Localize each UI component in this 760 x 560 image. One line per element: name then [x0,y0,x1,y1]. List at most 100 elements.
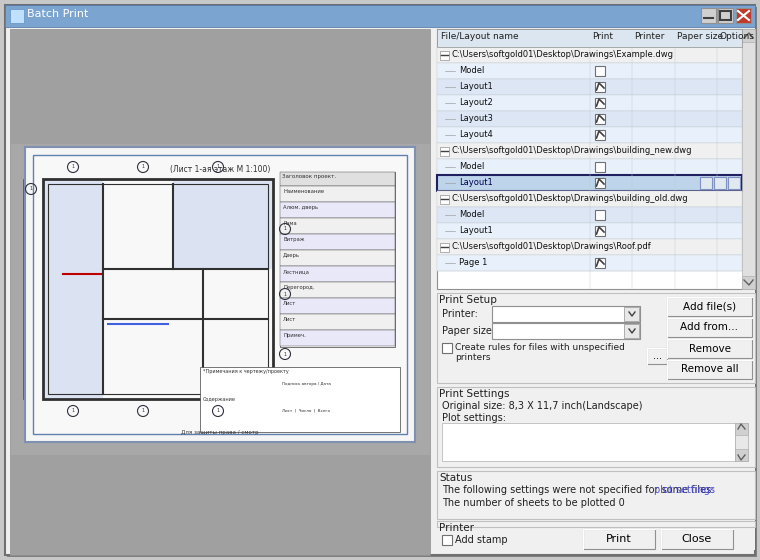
Bar [5,11,755,12]
Bar [440,51,449,60]
Bar [437,223,742,239]
Bar [742,276,755,289]
Bar [700,177,712,189]
Text: Layout1: Layout1 [459,178,492,187]
Bar [667,297,752,316]
Text: File/Layout name: File/Layout name [441,32,518,41]
Bar [442,343,452,353]
Bar [5,15,755,16]
Bar [437,143,742,159]
Text: Create rules for files with unspecified
printers: Create rules for files with unspecified … [455,343,625,362]
Bar [5,12,755,13]
Bar [735,423,748,461]
Bar [43,179,103,399]
Text: Print Settings: Print Settings [439,389,509,399]
Bar [595,178,605,188]
Bar [437,127,742,143]
Text: Model: Model [459,162,484,171]
Bar [280,266,395,282]
Bar [280,202,395,218]
Bar [595,66,605,76]
Bar [492,306,640,322]
Bar [437,79,742,95]
Bar [48,184,268,394]
Bar [10,9,24,23]
Bar [583,529,655,549]
Bar [595,210,605,220]
Bar [595,226,605,236]
Bar [595,162,605,172]
Bar [720,11,731,20]
Text: Status: Status [439,473,473,483]
Text: 1: 1 [283,352,287,357]
Text: 1: 1 [283,226,287,231]
Text: Лист: Лист [283,301,296,306]
Text: 1: 1 [217,408,220,413]
Text: Add from...: Add from... [680,323,739,333]
Bar [492,323,640,339]
Text: Перегород.: Перегород. [283,285,315,290]
Bar [440,195,449,204]
Text: Layout1: Layout1 [459,226,492,235]
Text: Дверь: Дверь [283,253,300,258]
Bar [701,8,716,23]
Text: Plot settings:: Plot settings: [442,413,506,423]
Bar [437,471,755,519]
Text: Printer:: Printer: [442,309,478,319]
Bar [280,282,395,298]
Bar [280,250,395,266]
Text: Layout3: Layout3 [459,114,493,123]
Text: Лист: Лист [283,317,296,322]
Text: Remove: Remove [689,343,730,353]
Bar [200,367,400,432]
Bar [280,330,395,346]
Text: Options: Options [719,32,754,41]
Bar [280,314,395,330]
Text: 1: 1 [141,165,144,170]
Bar [33,155,407,434]
Bar [667,318,752,337]
Bar [595,258,605,268]
Text: 1: 1 [71,408,74,413]
Bar [437,293,755,383]
Bar [437,207,742,223]
Text: Model: Model [459,210,484,219]
Bar [5,23,755,24]
Bar [437,175,742,191]
Bar [437,159,742,175]
Bar [5,5,755,6]
Text: Print Setup: Print Setup [439,295,497,305]
Bar [280,172,395,186]
Bar [595,98,605,108]
Text: Close: Close [682,534,712,544]
Text: 1: 1 [71,165,74,170]
Bar [280,186,395,202]
Bar [5,25,755,26]
Bar [5,26,755,27]
Text: Layout2: Layout2 [459,98,492,107]
Text: Примеч.: Примеч. [283,333,306,338]
Bar [595,114,605,124]
Text: ...: ... [653,351,661,361]
Text: Для защиты права / смотр: Для защиты права / смотр [181,430,259,435]
Bar [5,13,755,14]
Bar [647,348,667,364]
Bar [5,5,755,27]
Text: Original size: 8,3 X 11,7 inch(Landscape): Original size: 8,3 X 11,7 inch(Landscape… [442,401,642,411]
Text: Page 1: Page 1 [459,258,487,267]
Bar [5,17,755,18]
Text: Print: Print [606,534,632,544]
Bar [5,22,755,23]
Bar [735,423,748,435]
Text: 1: 1 [283,292,287,296]
Bar [437,47,742,63]
Text: Layout4: Layout4 [459,130,492,139]
Bar [5,14,755,15]
Text: The number of sheets to be plotted 0: The number of sheets to be plotted 0 [442,498,625,508]
Bar [736,8,751,23]
Bar [595,82,605,92]
Bar [10,455,430,555]
Bar [437,175,742,191]
Bar [10,29,430,144]
Bar [280,234,395,250]
